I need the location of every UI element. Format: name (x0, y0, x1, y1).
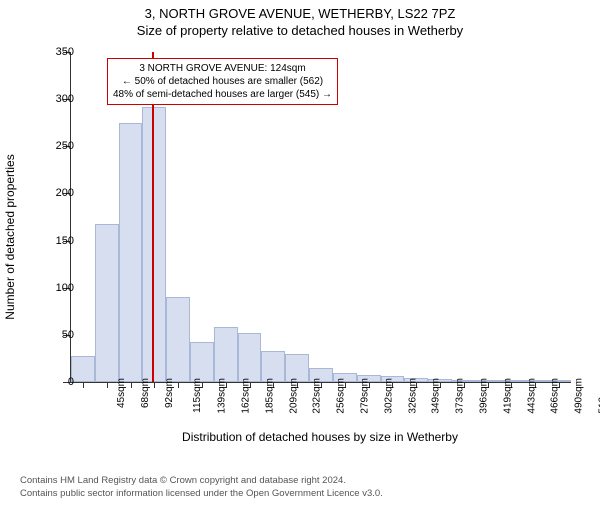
histogram-bar (238, 333, 262, 382)
y-tick-label: 50 (62, 329, 74, 341)
annotation-line: 48% of semi-detached houses are larger (… (113, 88, 332, 101)
histogram-bar (214, 327, 238, 382)
histogram-bar (95, 224, 119, 382)
x-tick-label: 396sqm (479, 378, 490, 414)
y-tick-label: 150 (56, 235, 74, 247)
histogram-bar (142, 107, 166, 382)
histogram-bar (190, 342, 214, 382)
y-tick-label: 0 (68, 376, 74, 388)
x-tick-label: 115sqm (192, 378, 203, 413)
x-tick-label: 490sqm (574, 378, 585, 414)
title-main: 3, NORTH GROVE AVENUE, WETHERBY, LS22 7P… (0, 6, 600, 21)
y-axis-label: Number of detached properties (3, 154, 17, 319)
x-tick-label: 68sqm (140, 378, 151, 408)
x-tick-label: 162sqm (241, 378, 252, 414)
x-tick-label: 92sqm (164, 378, 175, 408)
x-tick-label: 185sqm (264, 378, 275, 414)
y-tick-label: 350 (56, 46, 74, 58)
x-tick (154, 382, 155, 388)
y-tick-label: 200 (56, 187, 74, 199)
x-tick-label: 256sqm (336, 378, 347, 414)
x-tick-label: 302sqm (383, 378, 394, 414)
plot-area: 3 NORTH GROVE AVENUE: 124sqm← 50% of det… (70, 52, 571, 383)
footer: Contains HM Land Registry data © Crown c… (20, 475, 590, 500)
x-tick-label: 419sqm (502, 378, 513, 414)
x-tick-label: 279sqm (360, 378, 371, 414)
x-tick (107, 382, 108, 388)
x-tick-label: 209sqm (288, 378, 299, 414)
y-tick-label: 100 (56, 282, 74, 294)
x-tick-label: 373sqm (455, 378, 466, 414)
annotation-box: 3 NORTH GROVE AVENUE: 124sqm← 50% of det… (107, 58, 338, 105)
y-tick-label: 250 (56, 140, 74, 152)
annotation-line: ← 50% of detached houses are smaller (56… (113, 75, 332, 88)
x-tick (178, 382, 179, 388)
x-tick-label: 326sqm (407, 378, 418, 414)
x-tick-label: 443sqm (526, 378, 537, 414)
chart-wrap: Number of detached properties 3 NORTH GR… (20, 42, 580, 432)
x-tick-label: 232sqm (312, 378, 323, 414)
title-sub: Size of property relative to detached ho… (0, 23, 600, 38)
footer-line-2: Contains public sector information licen… (20, 488, 590, 500)
x-tick-label: 45sqm (116, 378, 127, 408)
x-tick-label: 139sqm (217, 378, 228, 414)
x-tick-label: 466sqm (550, 378, 561, 414)
x-tick (83, 382, 84, 388)
chart-container: 3, NORTH GROVE AVENUE, WETHERBY, LS22 7P… (0, 6, 600, 506)
histogram-bar (71, 356, 95, 382)
x-tick-label: 349sqm (431, 378, 442, 414)
footer-line-1: Contains HM Land Registry data © Crown c… (20, 475, 590, 487)
annotation-line: 3 NORTH GROVE AVENUE: 124sqm (113, 62, 332, 75)
y-tick-label: 300 (56, 93, 74, 105)
histogram-bar (166, 297, 190, 382)
x-axis-label: Distribution of detached houses by size … (70, 430, 570, 444)
histogram-bar (119, 123, 143, 382)
x-tick (131, 382, 132, 388)
